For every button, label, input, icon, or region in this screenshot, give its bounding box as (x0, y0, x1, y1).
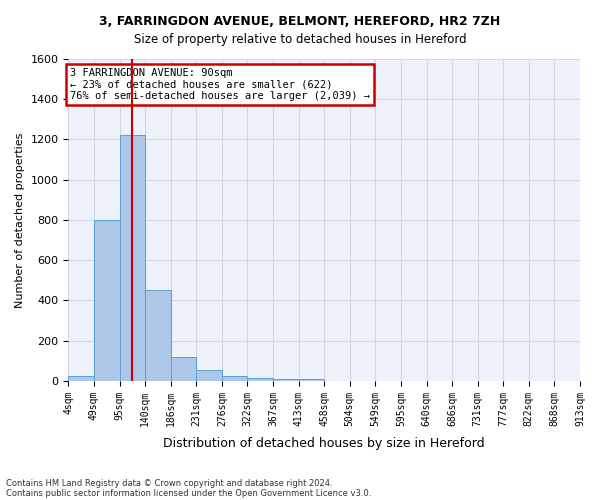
Bar (145, 290, 171, 381)
Text: Contains public sector information licensed under the Open Government Licence v3: Contains public sector information licen… (6, 488, 371, 498)
Bar (247, 378, 273, 381)
Bar (222, 376, 247, 381)
Bar (299, 379, 324, 381)
Bar (94, 220, 119, 381)
Text: 3, FARRINGDON AVENUE, BELMONT, HEREFORD, HR2 7ZH: 3, FARRINGDON AVENUE, BELMONT, HEREFORD,… (100, 15, 500, 28)
Text: 3 FARRINGDON AVENUE: 90sqm
← 23% of detached houses are smaller (622)
76% of sem: 3 FARRINGDON AVENUE: 90sqm ← 23% of deta… (70, 68, 370, 102)
Text: Size of property relative to detached houses in Hereford: Size of property relative to detached ho… (134, 32, 466, 46)
Bar (196, 370, 222, 381)
Y-axis label: Number of detached properties: Number of detached properties (15, 132, 25, 308)
Bar (171, 357, 196, 381)
X-axis label: Distribution of detached houses by size in Hereford: Distribution of detached houses by size … (163, 437, 485, 450)
Text: Contains HM Land Registry data © Crown copyright and database right 2024.: Contains HM Land Registry data © Crown c… (6, 478, 332, 488)
Bar (119, 136, 145, 381)
Bar (68, 376, 94, 381)
Bar (273, 379, 299, 381)
